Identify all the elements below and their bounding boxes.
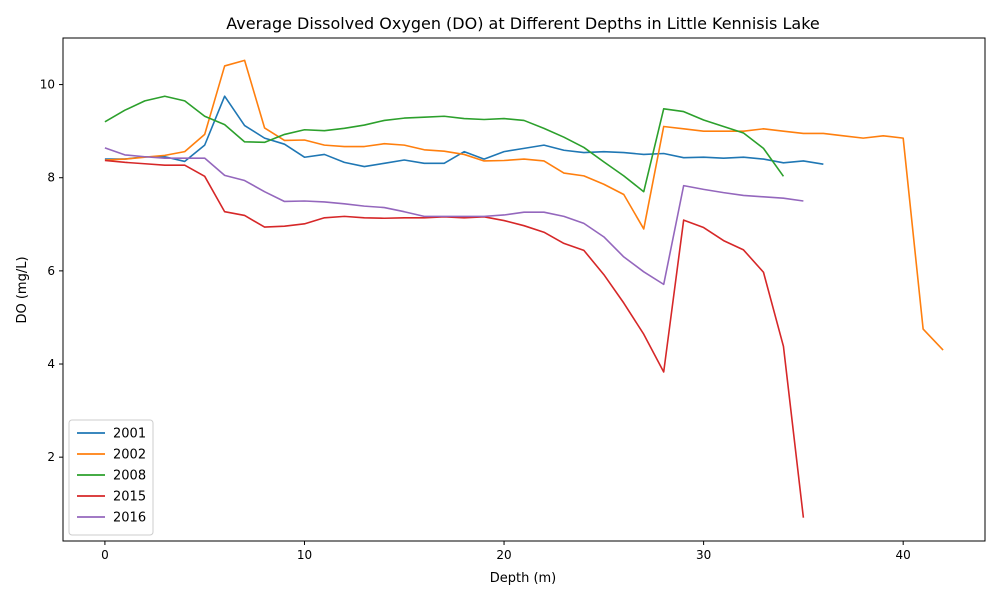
- legend-box: [68, 419, 154, 536]
- series-line-2001: [104, 95, 824, 168]
- legend-label-2015: 2015: [113, 490, 146, 505]
- y-tick-label: 4: [47, 357, 55, 371]
- series-line-2002: [104, 59, 944, 351]
- series-line-2015: [104, 159, 805, 518]
- x-tick-label: 10: [297, 548, 312, 562]
- legend-label-2001: 2001: [113, 427, 146, 442]
- series-line-2008: [104, 95, 785, 193]
- series-line-2016: [104, 147, 804, 286]
- legend-label-2016: 2016: [113, 511, 146, 526]
- legend-label-2008: 2008: [113, 469, 146, 484]
- x-tick-label: 0: [101, 548, 109, 562]
- plot-area: [104, 59, 944, 518]
- y-tick-label: 2: [47, 450, 55, 464]
- plot-frame: [62, 37, 986, 542]
- y-axis-label: DO (mg/L): [15, 256, 30, 323]
- x-axis: 0 10 20 30 40: [101, 541, 911, 562]
- x-tick-label: 40: [896, 548, 911, 562]
- y-tick-label: 6: [47, 264, 55, 278]
- x-tick-label: 20: [496, 548, 511, 562]
- legend-label-2002: 2002: [113, 448, 146, 463]
- x-tick-label: 30: [696, 548, 711, 562]
- y-tick-label: 10: [40, 78, 55, 92]
- legend: 2001 2002 2008 2015 2016: [68, 419, 154, 536]
- chart-title: Average Dissolved Oxygen (DO) at Differe…: [226, 14, 819, 33]
- x-axis-label: Depth (m): [490, 571, 557, 586]
- y-axis: 2 4 6 8 10: [40, 78, 63, 464]
- y-tick-label: 8: [47, 171, 55, 185]
